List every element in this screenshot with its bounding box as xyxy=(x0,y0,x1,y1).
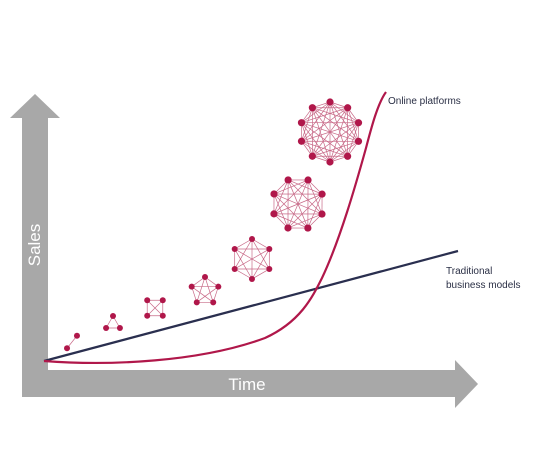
network-node xyxy=(354,119,363,127)
network-edge xyxy=(287,193,323,229)
network-edge xyxy=(196,276,206,303)
network-edge xyxy=(301,107,348,124)
network-node xyxy=(308,104,316,112)
network-10-nodes xyxy=(297,98,363,166)
network-node xyxy=(215,283,222,290)
network-edge xyxy=(273,193,323,215)
network-edge xyxy=(301,140,331,163)
traditional-label-line2: business models xyxy=(446,280,520,291)
network-edge xyxy=(301,122,348,157)
network-node xyxy=(284,224,292,232)
network-edge xyxy=(329,101,359,142)
network-edge xyxy=(312,140,359,157)
network-edge xyxy=(312,107,348,157)
network-edge xyxy=(251,268,270,280)
network-node xyxy=(159,297,166,304)
network-edge xyxy=(273,213,309,229)
network-edge xyxy=(196,286,219,303)
network-edge xyxy=(251,238,270,250)
network-node xyxy=(354,137,363,145)
y-axis-label: Sales xyxy=(25,224,44,267)
network-node xyxy=(248,276,255,282)
traditional-business-line xyxy=(43,249,459,363)
network-node xyxy=(318,190,326,198)
network-edge xyxy=(146,299,164,317)
network-node xyxy=(144,312,151,319)
network-node xyxy=(318,210,326,218)
network-node xyxy=(231,245,238,252)
network-edge xyxy=(191,286,214,303)
online-platforms-label: Online platforms xyxy=(388,96,461,107)
network-5-nodes xyxy=(188,274,222,306)
y-axis-arrow xyxy=(10,94,60,396)
network-edge xyxy=(234,248,270,270)
network-node xyxy=(73,332,80,339)
network-edge xyxy=(301,122,331,163)
network-edge xyxy=(234,238,253,250)
network-edge xyxy=(301,122,313,157)
network-edge xyxy=(273,193,289,229)
network-node xyxy=(103,324,110,331)
network-edge xyxy=(273,193,309,229)
network-edge xyxy=(301,140,348,157)
network-node xyxy=(297,137,306,145)
network-edge xyxy=(234,248,253,280)
network-node xyxy=(297,119,306,127)
network-edge xyxy=(312,107,359,142)
network-8-nodes xyxy=(270,176,326,232)
traditional-label-line1: Traditional xyxy=(446,266,492,277)
network-node xyxy=(304,176,312,184)
network-edge xyxy=(301,101,331,142)
network-node xyxy=(210,299,217,306)
network-3-nodes xyxy=(103,313,123,332)
network-node xyxy=(116,325,123,332)
network-edge xyxy=(301,107,313,142)
network-node xyxy=(308,152,316,160)
network-edge xyxy=(312,107,359,124)
x-axis-label: Time xyxy=(228,375,265,394)
network-node xyxy=(344,104,352,112)
network-edge xyxy=(273,179,309,195)
network-6-nodes xyxy=(231,236,273,282)
network-edge xyxy=(329,122,359,163)
network-node xyxy=(326,98,334,106)
network-node xyxy=(231,265,238,272)
network-edge xyxy=(287,179,323,215)
network-node xyxy=(64,345,71,352)
network-illustrations xyxy=(64,98,363,352)
network-node xyxy=(159,312,166,319)
network-node xyxy=(284,176,292,184)
network-node xyxy=(188,283,195,290)
axes: Sales Time xyxy=(10,94,478,408)
network-4-nodes xyxy=(144,297,166,319)
network-2-nodes xyxy=(64,332,80,352)
network-node xyxy=(266,266,273,273)
network-node xyxy=(193,299,200,306)
network-node xyxy=(144,297,151,304)
network-node xyxy=(266,246,273,253)
network-edge xyxy=(204,276,214,303)
network-node xyxy=(270,210,278,218)
network-node xyxy=(249,236,256,242)
network-edge xyxy=(312,107,331,163)
network-node xyxy=(110,313,117,319)
network-node xyxy=(270,190,278,198)
x-axis-arrow xyxy=(22,360,478,408)
network-node xyxy=(344,152,352,160)
network-edge xyxy=(234,268,253,280)
network-node xyxy=(326,158,334,166)
network-edge xyxy=(287,213,323,229)
online-platforms-curve xyxy=(43,91,387,364)
network-node xyxy=(304,224,312,232)
network-edge xyxy=(273,179,309,215)
network-node xyxy=(202,274,209,280)
